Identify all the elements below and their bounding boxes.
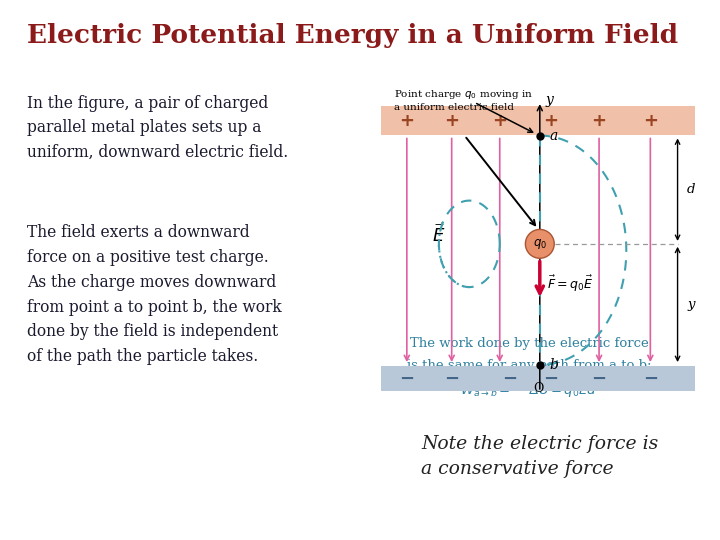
Text: −: −	[400, 370, 415, 388]
Text: −: −	[502, 370, 517, 388]
Text: −: −	[444, 370, 459, 388]
Text: $W_{a\rightarrow b} = -\Delta U = q_0 Ed$: $W_{a\rightarrow b} = -\Delta U = q_0 Ed…	[461, 382, 598, 399]
Bar	[381, 366, 696, 391]
Text: The work done by the electric force: The work done by the electric force	[410, 338, 649, 350]
Text: Electric Potential Energy in a Uniform Field: Electric Potential Energy in a Uniform F…	[27, 23, 678, 48]
Text: −: −	[592, 370, 607, 388]
Text: is the same for any path from a to b:: is the same for any path from a to b:	[407, 359, 652, 372]
Text: −: −	[544, 370, 559, 388]
Text: The field exerts a downward
force on a positive test charge.
As the charge moves: The field exerts a downward force on a p…	[27, 224, 282, 365]
Bar	[381, 106, 696, 135]
Circle shape	[526, 230, 554, 258]
Text: +: +	[444, 112, 459, 130]
Text: Point charge $q_0$ moving in: Point charge $q_0$ moving in	[394, 89, 533, 102]
Text: $q_0$: $q_0$	[533, 237, 547, 251]
Text: $\vec{F} = q_0\vec{E}$: $\vec{F} = q_0\vec{E}$	[547, 274, 593, 294]
Text: d: d	[687, 183, 696, 196]
Text: y: y	[687, 298, 695, 311]
Text: a uniform electric field: a uniform electric field	[394, 103, 514, 112]
Text: −: −	[643, 370, 658, 388]
Text: +: +	[400, 112, 414, 130]
Text: Note the electric force is
a conservative force: Note the electric force is a conservativ…	[421, 435, 659, 478]
Text: +: +	[544, 112, 559, 130]
Text: In the figure, a pair of charged
parallel metal plates sets up a
uniform, downwa: In the figure, a pair of charged paralle…	[27, 94, 289, 161]
Text: a: a	[549, 129, 558, 143]
Text: +: +	[492, 112, 508, 130]
Text: +: +	[643, 112, 658, 130]
Text: $\vec{E}$: $\vec{E}$	[432, 223, 446, 246]
Text: +: +	[592, 112, 606, 130]
Text: y: y	[545, 93, 553, 107]
Text: O: O	[533, 382, 544, 395]
Text: b: b	[549, 358, 558, 372]
